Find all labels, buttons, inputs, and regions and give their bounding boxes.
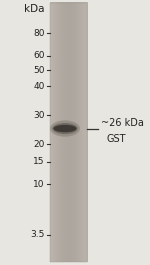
Text: kDa: kDa [24,4,44,14]
Text: 10: 10 [33,180,45,189]
Text: GST: GST [106,134,126,144]
Text: ~26 kDa: ~26 kDa [100,118,143,128]
Ellipse shape [50,120,80,137]
Text: 3.5: 3.5 [30,230,45,239]
Ellipse shape [52,123,78,134]
Text: 40: 40 [33,82,45,91]
Ellipse shape [53,125,76,132]
Bar [50,3,87,262]
Text: 20: 20 [33,140,45,149]
Text: 15: 15 [33,157,45,166]
Text: 50: 50 [33,66,45,75]
Text: 80: 80 [33,29,45,38]
Text: 60: 60 [33,51,45,60]
Text: 30: 30 [33,111,45,120]
